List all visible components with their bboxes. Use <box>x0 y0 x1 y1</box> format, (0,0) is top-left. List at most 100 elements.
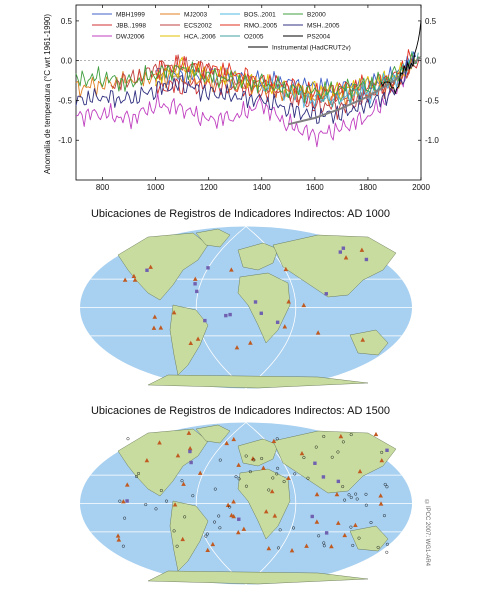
series-line <box>288 55 422 126</box>
legend-label: MSH..2005 <box>307 23 340 30</box>
tree-ring-marker <box>171 310 177 315</box>
documentary-marker <box>330 455 334 459</box>
world-map-ad1500 <box>80 422 412 585</box>
documentary-marker <box>154 507 158 511</box>
landmass <box>195 424 231 444</box>
y-tick-label: -1.0 <box>58 136 72 145</box>
documentary-marker <box>349 525 353 529</box>
tree-ring-marker <box>289 548 295 553</box>
ice-core-marker <box>341 246 346 250</box>
tree-ring-marker <box>335 520 341 525</box>
legend-label: ECS2002 <box>184 23 212 30</box>
tree-ring-marker <box>314 519 320 524</box>
documentary-marker <box>244 484 248 488</box>
ice-core-marker <box>237 517 241 521</box>
tree-ring-marker <box>353 522 358 527</box>
documentary-marker <box>218 526 222 530</box>
tree-ring-marker <box>224 440 229 446</box>
tree-ring-marker <box>144 457 150 463</box>
copyright-note: ©IPCC 2007: WG1-AR4 <box>424 500 430 567</box>
series-line <box>75 52 419 103</box>
ice-core-marker <box>310 514 314 519</box>
tree-ring-marker <box>152 314 158 319</box>
documentary-marker <box>364 492 368 496</box>
documentary-marker <box>382 514 386 518</box>
tree-ring-marker <box>272 513 278 518</box>
tree-ring-marker <box>299 450 305 456</box>
documentary-marker <box>172 529 176 533</box>
tree-ring-marker <box>338 433 344 439</box>
documentary-marker <box>267 488 271 492</box>
x-tick-label: 1800 <box>359 183 377 192</box>
tree-ring-marker <box>157 440 162 445</box>
landmass <box>169 500 209 572</box>
documentary-marker <box>271 476 275 480</box>
landmass <box>272 430 397 494</box>
documentary-marker <box>213 520 217 524</box>
tree-ring-marker <box>234 345 240 350</box>
documentary-marker <box>354 492 358 496</box>
documentary-marker <box>159 488 163 492</box>
documentary-marker <box>137 471 141 475</box>
documentary-marker <box>175 544 179 548</box>
tree-ring-marker <box>132 277 138 282</box>
ice-core-marker <box>228 312 232 317</box>
documentary-marker <box>126 437 130 441</box>
tree-ring-marker <box>151 325 157 330</box>
x-tick-label: 1000 <box>147 183 165 192</box>
documentary-marker <box>165 499 169 503</box>
documentary-marker <box>121 544 125 548</box>
documentary-marker <box>383 482 387 486</box>
tree-ring-marker <box>314 491 320 497</box>
documentary-marker <box>180 479 184 483</box>
documentary-marker <box>322 544 326 548</box>
x-tick-label: 1600 <box>306 183 324 192</box>
ice-core-marker <box>195 289 199 294</box>
legend-label: MBH1999 <box>116 12 145 19</box>
ice-core-marker <box>203 318 207 323</box>
tree-ring-marker <box>329 543 334 549</box>
landmass <box>272 234 397 298</box>
documentary-marker <box>213 487 217 491</box>
landmass <box>147 570 369 585</box>
documentary-marker <box>244 454 248 458</box>
tree-ring-marker <box>301 302 307 308</box>
ice-core-marker <box>259 311 263 315</box>
graticule-meridian <box>195 422 247 585</box>
legend-label: MJ2003 <box>184 12 208 19</box>
tree-ring-marker <box>116 537 122 542</box>
y-tick-label: 0.5 <box>61 17 73 26</box>
documentary-marker <box>369 521 373 525</box>
documentary-marker <box>317 534 321 538</box>
documentary-marker <box>347 493 351 497</box>
ice-core-marker <box>321 475 326 479</box>
tree-ring-marker <box>379 457 385 463</box>
x-tick-label: 800 <box>96 183 110 192</box>
tree-ring-marker <box>304 543 309 548</box>
legend-label: Instrumental (HadCRUT2v) <box>272 45 351 52</box>
ice-core-marker <box>336 479 341 484</box>
tree-ring-marker <box>378 493 383 498</box>
series-line <box>75 55 416 124</box>
tree-ring-marker <box>236 462 241 467</box>
tree-ring-marker <box>187 445 193 451</box>
y-tick-label: -0.5 <box>58 96 72 105</box>
ice-core-marker <box>125 499 129 503</box>
tree-ring-marker <box>231 436 237 442</box>
y-axis-label: Anomalía de temperatura (°C wrt 1961-199… <box>43 14 52 175</box>
documentary-marker <box>275 472 279 476</box>
tree-ring-marker <box>186 430 192 435</box>
documentary-marker <box>135 474 139 478</box>
y-tick-label-right: -1.0 <box>425 136 439 145</box>
axes: 800 1000 1200 1400 1600 1800 2000 0.5 0.5 0.0 0.0 -… <box>58 5 439 192</box>
tree-ring-marker <box>378 501 384 506</box>
documentary-marker <box>234 475 238 479</box>
x-tick-label: 1400 <box>253 183 271 192</box>
world-map-ad1000 <box>80 226 412 389</box>
temperature-reconstruction-chart: 800 1000 1200 1400 1600 1800 2000 0.5 0.5 0.0 0.0 -… <box>43 4 439 192</box>
y-tick-label-right: 0.0 <box>425 57 437 66</box>
map-title-ad1000: Ubicaciones de Registros de Indicadores … <box>90 208 390 220</box>
documentary-marker <box>123 516 127 520</box>
tree-ring-marker <box>124 482 130 487</box>
landmass <box>169 304 209 376</box>
